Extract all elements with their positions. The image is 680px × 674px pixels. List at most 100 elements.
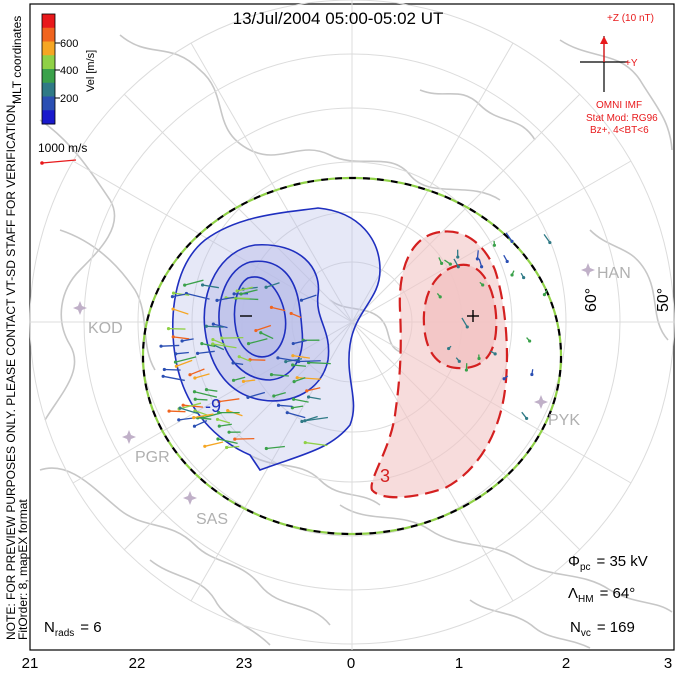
velocity-vector-origin [285, 411, 289, 415]
map-title: 13/Jul/2004 05:00-05:02 UT [233, 9, 444, 28]
velocity-vector [247, 391, 266, 398]
velocity-vector [163, 375, 185, 382]
velocity-vector-origin [528, 339, 532, 343]
velocity-vector-origin [448, 262, 452, 266]
velocity-vector-origin [456, 265, 460, 269]
colorbar-tick-200: 200 [60, 93, 78, 105]
velocity-vector [243, 379, 256, 383]
velocity-vector-origin [284, 360, 288, 364]
velocity-vector-origin [246, 395, 250, 399]
velocity-vector-origin [264, 446, 268, 451]
velocity-vector-origin [211, 342, 215, 346]
velocity-vector-origin [204, 324, 208, 328]
velocity-vector-origin [159, 344, 163, 348]
velocity-vector-origin [162, 367, 166, 372]
velocity-vector [195, 398, 208, 401]
stat-lambda-hm: ΛHM = 64° [568, 585, 635, 605]
velocity-vector-origin [227, 430, 231, 434]
mlt-tick: 21 [22, 655, 39, 672]
velocity-vector [173, 336, 190, 340]
imf-source: OMNI IMF [596, 100, 642, 111]
imf-y-label: +Y [625, 58, 638, 69]
velocity-vector-origin [292, 397, 296, 401]
velocity-vector-origin [276, 403, 281, 407]
velocity-vector [179, 407, 199, 415]
velocity-vector [212, 343, 225, 351]
colorbar-segment [42, 96, 55, 111]
colorbar-label: Vel [m/s] [85, 50, 97, 92]
mlt-tick: 23 [236, 655, 253, 672]
velocity-vector [306, 387, 321, 392]
velocity-vector-origin [502, 377, 506, 381]
velocity-vector-origin [193, 409, 197, 413]
velocity-vector-origin [193, 376, 197, 380]
velocity-vector-origin [166, 327, 171, 331]
velocity-vector [217, 438, 238, 445]
velocity-vector [189, 368, 205, 376]
velocity-vector-origin [505, 259, 509, 264]
velocity-vector [204, 441, 224, 447]
velocity-vector [240, 289, 258, 295]
colorbar-segment [42, 69, 55, 84]
velocity-vector [172, 308, 189, 315]
fit-order-note: FitOrder: 8, mapEX format [16, 499, 30, 640]
velocity-vector-origin [225, 445, 229, 450]
velocity-vector-origin [276, 356, 280, 360]
velocity-vector [169, 410, 186, 413]
velocity-vector-origin [289, 311, 293, 316]
velocity-vector-origin [493, 352, 497, 356]
velocity-vector [292, 364, 306, 367]
velocity-vector-origin [465, 325, 469, 329]
velocity-vector-origin [174, 352, 178, 356]
velocity-vector [293, 339, 307, 345]
velocity-vector [237, 286, 253, 292]
velocity-vector-origin [231, 361, 235, 365]
velocity-vector [255, 324, 272, 332]
velocity-vector [193, 413, 214, 419]
velocity-vector-origin [226, 409, 230, 413]
velocity-vector-origin [193, 397, 197, 401]
velocity-vector-origin [217, 424, 221, 428]
colorbar-segment [42, 110, 55, 125]
velocity-vector-origin [440, 261, 444, 265]
mlt-tick: 2 [562, 655, 570, 672]
velocity-vector [305, 441, 328, 447]
velocity-vector-origin [522, 275, 526, 280]
positive-potential-cell [370, 230, 509, 499]
velocity-vector [218, 398, 240, 403]
velocity-vector-origin [300, 419, 304, 424]
velocity-vector-origin [530, 372, 534, 377]
velocity-vector [178, 402, 202, 410]
velocity-vector [194, 420, 208, 427]
velocity-vector [201, 343, 216, 348]
imf-condition: Bz+, 4<BT<6 [590, 125, 649, 136]
velocity-vector [297, 377, 322, 380]
velocity-vector [292, 355, 310, 359]
velocity-vector [197, 350, 215, 354]
velocity-vector-origin [167, 409, 171, 413]
velocity-vector-origin [456, 255, 460, 259]
velocity-vector-origin [217, 411, 221, 415]
velocity-vector-origin [231, 378, 236, 382]
velocity-vector [308, 361, 331, 365]
station-marker [534, 395, 548, 409]
velocity-vector-origin [481, 283, 485, 287]
velocity-vector [212, 343, 237, 349]
station-label-pgr: PGR [135, 449, 170, 466]
velocity-vector [175, 351, 189, 355]
velocity-vector-origin [292, 380, 296, 384]
velocity-vector-origin [188, 373, 192, 377]
velocity-vector [202, 284, 219, 289]
colorbar-segment [42, 27, 55, 42]
velocity-vector-origin [200, 342, 204, 346]
velocity-vector-origin [272, 394, 276, 398]
map-statistics: Φpc = 35 kV ΛHM = 64° Nvc = 169 Nrads = 6 [44, 553, 648, 639]
velocity-vector-origin [241, 379, 246, 384]
velocity-vector-origin [181, 403, 185, 407]
latitude-label-50: 50° [655, 288, 672, 312]
velocity-vector [461, 317, 468, 328]
mlt-tick: 22 [129, 655, 146, 672]
velocity-vector [265, 282, 280, 288]
velocity-vector [164, 368, 181, 371]
imf-z-label: +Z (10 nT) [607, 13, 654, 24]
